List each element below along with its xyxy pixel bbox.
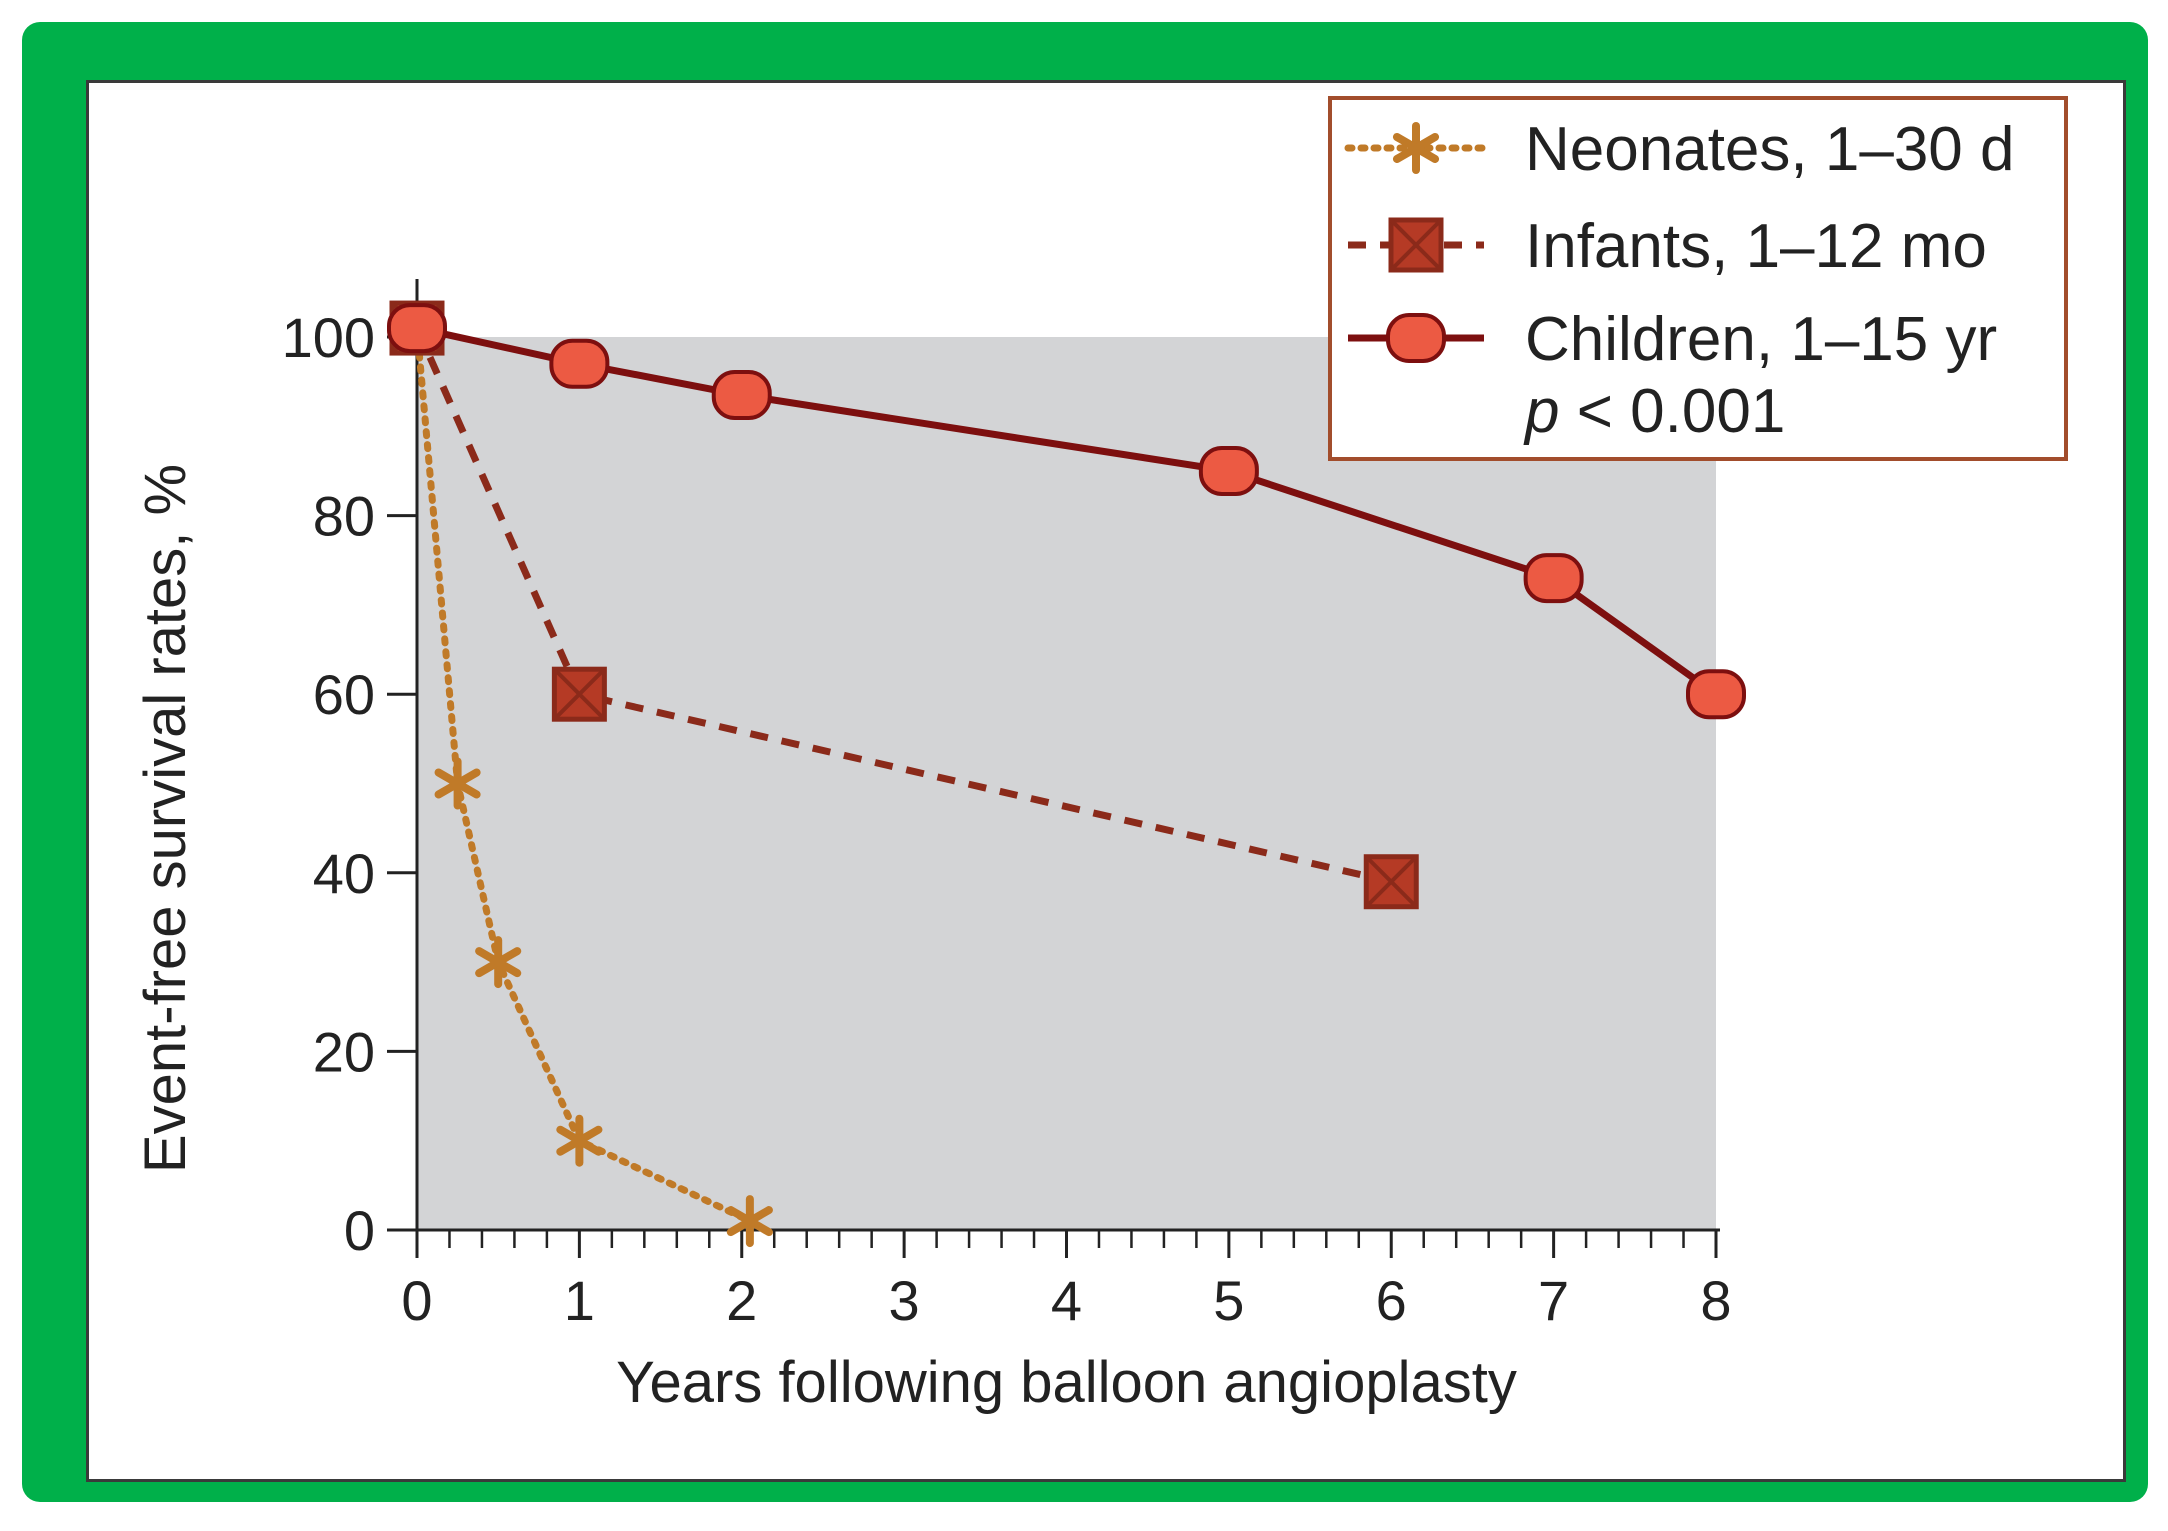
y-tick-label: 80: [313, 485, 375, 548]
series-children-1-15-yr: [387, 303, 1746, 720]
y-tick-label: 20: [313, 1020, 375, 1083]
square-cross: [552, 667, 606, 721]
legend-samples: [1344, 122, 1488, 363]
x-tick-label: 5: [1213, 1269, 1244, 1332]
p-symbol: p: [1523, 377, 1559, 446]
p-value-text: < 0.001: [1559, 377, 1785, 446]
data-point-infants-1-12-mo: [551, 666, 607, 722]
y-axis-title: Event-free survival rates, %: [133, 464, 198, 1173]
y-tick-label: 40: [313, 842, 375, 905]
axes: 0 20 40 60 80 100 0 1 2 3 4 5 6 7 8: [282, 279, 1732, 1332]
data-point-children-1-15-yr: [387, 303, 447, 354]
x-tick-label: 1: [564, 1269, 595, 1332]
x-tick-label: 3: [889, 1269, 920, 1332]
x-tick-label: 4: [1051, 1269, 1082, 1332]
y-tick-label: 100: [282, 306, 375, 369]
legend-entry-neonates: Neonates, 1–30 d: [1525, 115, 2015, 184]
data-point-children-1-15-yr: [1198, 445, 1259, 496]
x-tick-label: 8: [1700, 1269, 1731, 1332]
data-point-children-1-15-yr: [1523, 553, 1584, 604]
plot-shaded-region: [417, 337, 1716, 1230]
legend-entry-infants: Infants, 1–12 mo: [1525, 212, 1987, 281]
x-axis-title: Years following balloon angioplasty: [616, 1350, 1517, 1415]
x-tick-label: 0: [401, 1269, 432, 1332]
asterisk-stroke: [556, 1125, 603, 1156]
legend-sample-marker: [1386, 313, 1446, 363]
legend-sample-marker: [1388, 217, 1444, 273]
rounded-marker-body: [711, 370, 772, 421]
rounded-marker-body: [1686, 669, 1746, 720]
x-tick-label: 6: [1376, 1269, 1407, 1332]
asterisk-stroke: [434, 768, 481, 799]
legend-box: [1328, 96, 2068, 461]
series-layer: [387, 300, 1746, 1248]
asterisk-stroke: [1392, 133, 1440, 163]
square-cross: [1364, 855, 1418, 909]
rounded-marker-body: [1198, 445, 1259, 496]
legend-entry-children: Children, 1–15 yr: [1525, 305, 1997, 374]
x-tick-label: 2: [726, 1269, 757, 1332]
data-point-neonates-1-30-d: [475, 936, 522, 989]
data-point-infants-1-12-mo: [1363, 854, 1419, 910]
data-point-children-1-15-yr: [711, 370, 772, 421]
data-point-neonates-1-30-d: [434, 757, 481, 810]
rounded-marker-body: [549, 338, 610, 389]
data-point-children-1-15-yr: [1686, 669, 1746, 720]
rounded-marker-body: [1523, 553, 1584, 604]
rounded-marker-body: [387, 303, 447, 354]
asterisk-stroke: [475, 947, 522, 978]
y-tick-label: 60: [313, 663, 375, 726]
rounded-marker-body: [1386, 313, 1446, 363]
y-tick-label: 0: [344, 1199, 375, 1262]
square-cross: [1389, 218, 1443, 272]
x-tick-label: 7: [1538, 1269, 1569, 1332]
legend-sample-marker: [1392, 122, 1440, 174]
legend-p-value: p < 0.001: [1523, 377, 1785, 446]
legend: Neonates, 1–30 d Infants, 1–12 mo Childr…: [1328, 96, 2068, 461]
data-point-neonates-1-30-d: [726, 1195, 773, 1248]
data-point-children-1-15-yr: [549, 338, 610, 389]
asterisk-stroke: [726, 1206, 773, 1237]
data-point-neonates-1-30-d: [556, 1114, 603, 1167]
